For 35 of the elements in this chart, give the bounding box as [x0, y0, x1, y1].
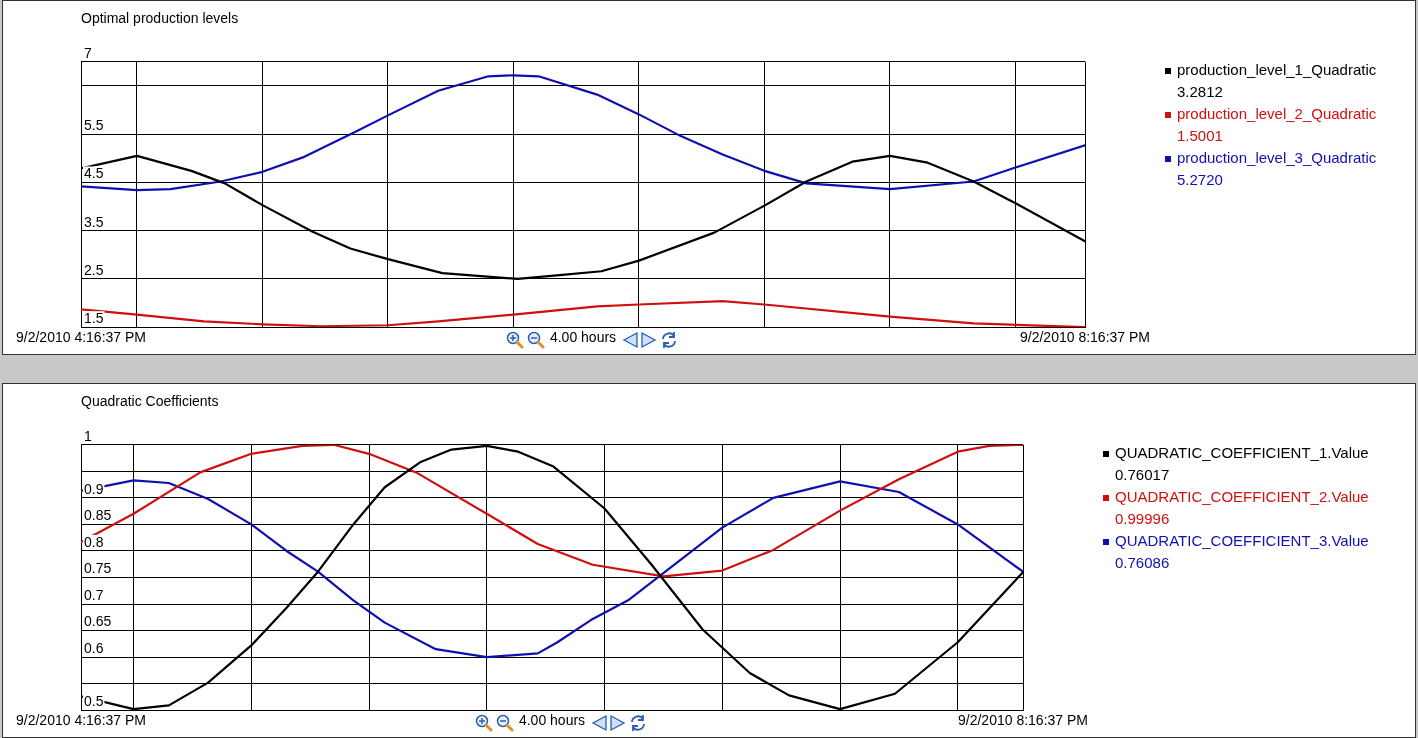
chart-title: Optimal production levels: [81, 10, 239, 27]
y-tick-label: 0.75: [84, 560, 112, 577]
y-tick-label: 1.5: [84, 310, 104, 327]
y-tick-label: 1: [84, 427, 92, 444]
y-tick-label: 0.5: [84, 693, 104, 710]
text: 0.76017: [1114, 465, 1171, 485]
y-tick-label: 2.5: [84, 261, 104, 278]
y-tick-label: 3.5: [84, 213, 104, 230]
text: 0.99996: [1114, 509, 1171, 529]
text: 1.5001: [1176, 126, 1224, 146]
text: 5.2720: [1176, 170, 1224, 190]
legend-label: production_level_2_Quadratic: [1177, 105, 1377, 122]
text: 3.2812: [1176, 82, 1224, 102]
legend-label: production_level_1_Quadratic: [1177, 61, 1377, 78]
legend-label: production_level_3_Quadratic: [1177, 149, 1377, 166]
y-tick-label: 0.8: [84, 533, 104, 550]
x-tick-label: 9/2/2010 4:16:37 PM: [16, 329, 146, 346]
y-tick-label: 0.65: [84, 613, 112, 630]
x-tick-label: 9/2/2010 8:16:37 PM: [958, 712, 1088, 729]
legend-label: QUADRATIC_COEFFICIENT_1.Value: [1115, 444, 1369, 461]
y-tick-label: 5.5: [84, 117, 104, 134]
y-tick-label: 0.7: [84, 586, 104, 603]
y-tick-label: 0.9: [84, 480, 104, 497]
y-tick-label: 0.85: [84, 507, 112, 524]
y-tick-label: 0.6: [84, 639, 104, 656]
x-tick-label: 4.00 hours: [518, 712, 586, 729]
x-tick-label: 9/2/2010 8:16:37 PM: [1020, 329, 1150, 346]
y-tick-label: 7: [84, 44, 92, 61]
x-tick-label: 9/2/2010 4:16:37 PM: [16, 712, 146, 729]
legend-label: QUADRATIC_COEFFICIENT_3.Value: [1115, 532, 1369, 549]
legend-label: QUADRATIC_COEFFICIENT_2.Value: [1115, 488, 1369, 505]
chart-title: Quadratic Coefficients: [81, 393, 219, 410]
text: 0.76086: [1114, 553, 1171, 573]
x-tick-label: 4.00 hours: [549, 329, 617, 346]
y-tick-label: 4.5: [84, 165, 104, 182]
